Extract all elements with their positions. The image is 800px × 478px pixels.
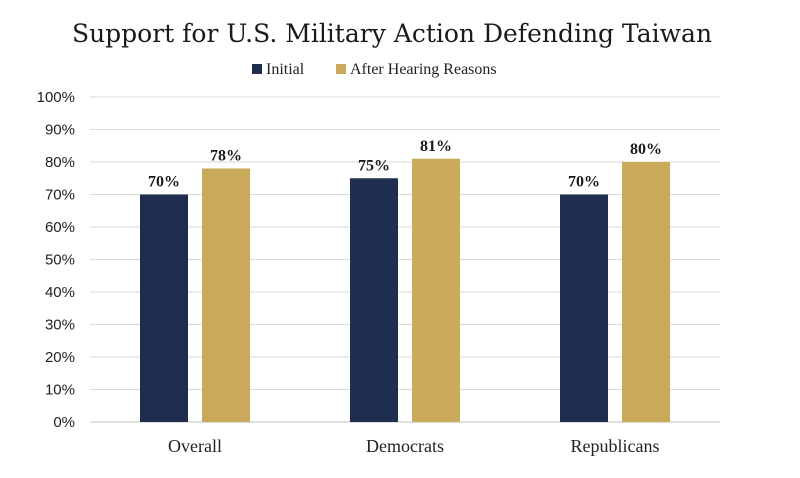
bar-democrats-initial xyxy=(350,178,398,422)
y-tick-label: 50% xyxy=(45,252,75,269)
y-tick-label: 70% xyxy=(45,187,75,204)
y-axis-ticks: 0% 10% 20% 30% 40% 50% 60% 70% 80% 90% 100% xyxy=(37,89,75,431)
data-labels: 70% 78% 75% 81% 70% 80% xyxy=(148,138,662,191)
chart-title: Support for U.S. Military Action Defendi… xyxy=(72,19,712,48)
y-tick-label: 10% xyxy=(45,382,75,399)
y-tick-label: 60% xyxy=(45,219,75,236)
category-label-democrats: Democrats xyxy=(366,436,444,456)
x-axis-categories: Overall Democrats Republicans xyxy=(168,436,659,456)
legend-label-after-hearing-reasons: After Hearing Reasons xyxy=(350,61,497,78)
value-label-democrats-after-hearing-reasons: 81% xyxy=(420,138,452,155)
y-tick-label: 0% xyxy=(53,414,75,431)
bar-democrats-after-hearing-reasons xyxy=(412,158,460,422)
category-label-overall: Overall xyxy=(168,436,222,456)
value-label-democrats-initial: 75% xyxy=(358,157,390,174)
bar-republicans-after-hearing-reasons xyxy=(622,162,670,422)
bars xyxy=(140,158,670,422)
legend-swatch-after-hearing-reasons xyxy=(336,64,346,74)
y-tick-label: 20% xyxy=(45,349,75,366)
y-tick-label: 40% xyxy=(45,284,75,301)
y-tick-label: 80% xyxy=(45,154,75,171)
bar-republicans-initial xyxy=(560,194,608,422)
bar-overall-after-hearing-reasons xyxy=(202,168,250,422)
legend-label-initial: Initial xyxy=(266,61,305,78)
value-label-republicans-initial: 70% xyxy=(568,174,600,191)
value-label-republicans-after-hearing-reasons: 80% xyxy=(630,141,662,158)
gridlines xyxy=(90,96,720,423)
value-label-overall-after-hearing-reasons: 78% xyxy=(210,148,242,165)
y-tick-label: 30% xyxy=(45,317,75,334)
category-label-republicans: Republicans xyxy=(571,436,660,456)
legend: Initial After Hearing Reasons xyxy=(252,61,497,78)
legend-swatch-initial xyxy=(252,64,262,74)
value-label-overall-initial: 70% xyxy=(148,174,180,191)
y-tick-label: 90% xyxy=(45,122,75,139)
y-tick-label: 100% xyxy=(37,89,75,106)
bar-overall-initial xyxy=(140,194,188,422)
